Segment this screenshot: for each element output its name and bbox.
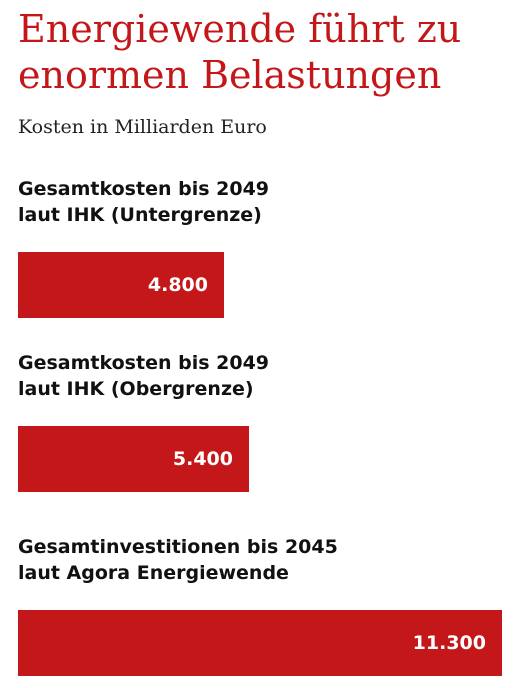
category-label: laut IHK (Untergrenze) — [18, 204, 262, 226]
category-label: Gesamtkosten bis 2049 — [18, 178, 270, 200]
bar-value-label: 4.800 — [147, 274, 208, 296]
bar: 4.800 — [18, 252, 224, 318]
category-label: Gesamtkosten bis 2049 — [18, 352, 270, 374]
bar-value-label: 5.400 — [172, 448, 233, 470]
bar-value-label: 11.300 — [412, 632, 486, 654]
chart-title: Energiewende führt zu enormen Belastunge… — [18, 7, 462, 97]
bar: 11.300 — [18, 610, 502, 676]
category-label: laut IHK (Obergrenze) — [18, 378, 254, 400]
bar: 5.400 — [18, 426, 249, 492]
chart-subtitle: Kosten in Milliarden Euro — [18, 116, 267, 138]
category-label: Gesamtinvestitionen bis 2045 — [18, 536, 338, 558]
category-label: laut Agora Energiewende — [18, 562, 289, 584]
